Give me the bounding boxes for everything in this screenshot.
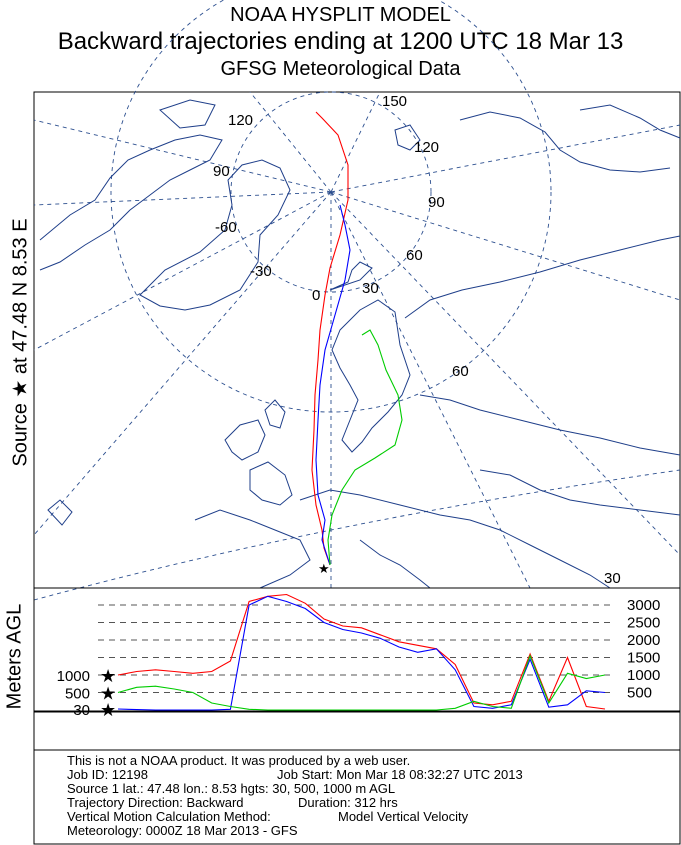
job-id: Job ID: 12198 (67, 767, 148, 782)
trajectory-paths (311, 111, 403, 566)
lon-label: 0 (312, 287, 320, 304)
lon-label: -30 (250, 263, 272, 280)
lon-label: 90 (428, 194, 445, 211)
height-tick-label: 1000 (627, 667, 660, 684)
lon-label: 150 (382, 93, 407, 110)
lon-label: 60 (452, 363, 469, 380)
chart-subtitle: GFSG Meteorological Data (220, 58, 461, 80)
chart-title: Backward trajectories ending at 1200 UTC… (57, 28, 624, 55)
job-start: Job Start: Mon Mar 18 08:32:27 UTC 2013 (277, 767, 523, 782)
lon-label: 30 (604, 570, 621, 587)
source-star: ★ (100, 700, 116, 720)
longitude-labels: 150 120 120 90 90 -60 60 -30 30 0 60 30 (213, 93, 621, 587)
height-tick-label: 3000 (627, 597, 660, 614)
lon-label: -60 (215, 219, 237, 236)
height-tick-label: 2000 (627, 632, 660, 649)
vertical-motion-value: Model Vertical Velocity (338, 809, 469, 824)
source-height-label: 1000 (57, 668, 90, 685)
height-tick-label: 2500 (627, 615, 660, 632)
trajectory-blue (315, 204, 351, 566)
source-star: ★ (100, 666, 116, 686)
chart-title-model: NOAA HYSPLIT MODEL (230, 4, 451, 26)
height-series-0 (117, 593, 606, 710)
height-tick-label: 1500 (627, 650, 660, 667)
disclaimer-text: This is not a NOAA product. It was produ… (67, 753, 411, 768)
height-series-2 (117, 654, 606, 711)
lon-label: 120 (228, 112, 253, 129)
lon-label: 60 (406, 247, 423, 264)
height-tick-label: 500 (627, 685, 652, 702)
source-height-label: 30 (73, 702, 90, 719)
coastlines (39, 99, 681, 589)
lon-label: 90 (213, 163, 230, 180)
meteorology-info: Meteorology: 0000Z 18 Mar 2013 - GFS (67, 823, 298, 838)
trajectory-direction: Trajectory Direction: Backward (67, 795, 244, 810)
vertical-motion-label: Vertical Motion Calculation Method: (67, 809, 271, 824)
trajectory-green (327, 329, 403, 566)
source-height-label: 500 (65, 686, 90, 703)
source-star-map: ★ (318, 561, 330, 576)
trajectory-red (311, 111, 349, 566)
duration: Duration: 312 hrs (298, 795, 398, 810)
source-star: ★ (100, 684, 116, 704)
lon-label: 120 (414, 139, 439, 156)
source-info: Source 1 lat.: 47.48 lon.: 8.53 hgts: 30… (67, 781, 396, 796)
lon-label: 30 (362, 280, 379, 297)
